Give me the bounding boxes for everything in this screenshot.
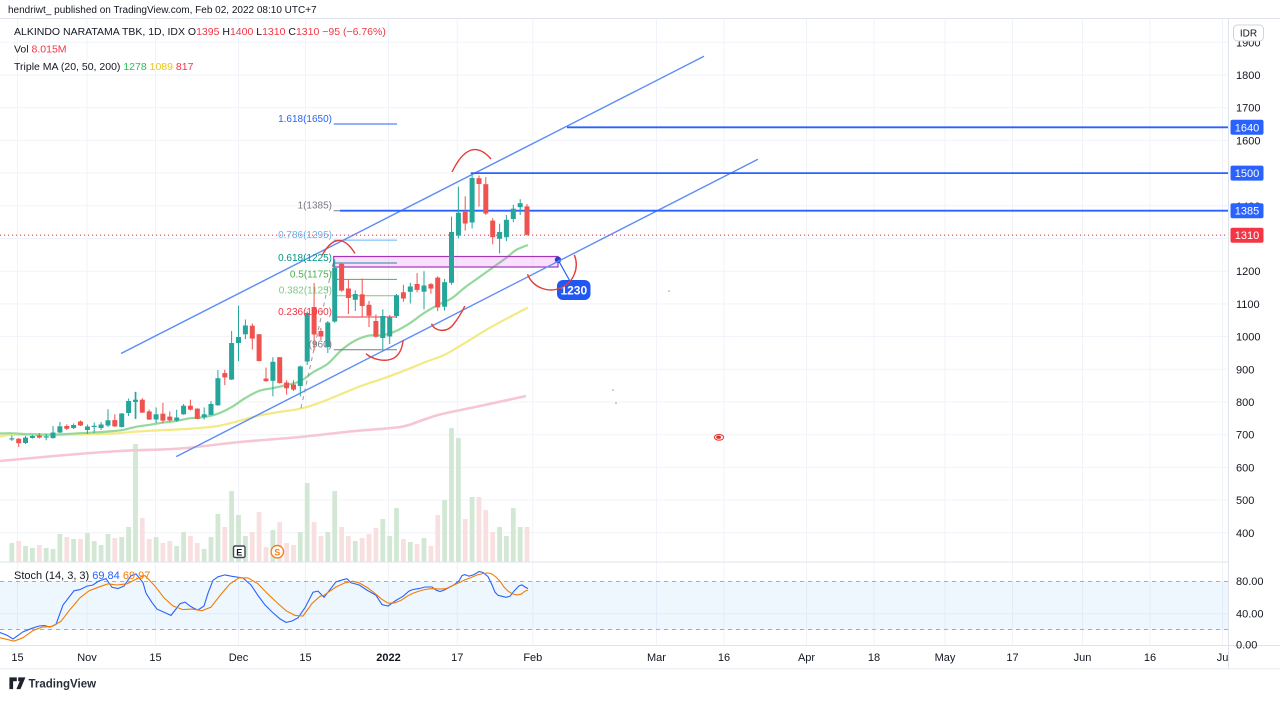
svg-text:1800: 1800 — [1236, 70, 1260, 82]
svg-text:hendriwt_ published on Trading: hendriwt_ published on TradingView.com, … — [8, 5, 317, 16]
svg-text:Mar: Mar — [647, 652, 666, 664]
svg-text:1230: 1230 — [560, 284, 587, 298]
svg-text:0.5(1175): 0.5(1175) — [290, 269, 332, 280]
svg-text:0.00: 0.00 — [1236, 639, 1257, 651]
svg-text:TradingView: TradingView — [29, 679, 97, 691]
svg-text:Dec: Dec — [229, 652, 249, 664]
svg-text:400: 400 — [1236, 528, 1254, 540]
svg-text:ALKINDO NARATAMA TBK, 1D, IDX: ALKINDO NARATAMA TBK, 1D, IDX O1395 H140… — [14, 26, 386, 38]
svg-text:1600: 1600 — [1236, 135, 1260, 147]
svg-text:800: 800 — [1236, 397, 1254, 409]
svg-text:1640: 1640 — [1235, 122, 1259, 134]
svg-text:Vol 8.015M: Vol 8.015M — [14, 44, 67, 56]
svg-text:18: 18 — [868, 652, 880, 664]
svg-text:16: 16 — [1144, 652, 1156, 664]
svg-text:15: 15 — [11, 652, 23, 664]
svg-text:0.382(1125): 0.382(1125) — [279, 286, 332, 297]
svg-text:Nov: Nov — [77, 652, 97, 664]
svg-text:1100: 1100 — [1236, 299, 1260, 311]
svg-text:1310: 1310 — [1235, 230, 1259, 242]
svg-text:1(1385): 1(1385) — [298, 201, 332, 212]
svg-text:80.00: 80.00 — [1236, 576, 1264, 588]
svg-text:1.618(1650): 1.618(1650) — [278, 114, 332, 125]
svg-text:2022: 2022 — [376, 652, 400, 664]
svg-text:IDR: IDR — [1240, 29, 1257, 40]
svg-text:17: 17 — [1006, 652, 1018, 664]
svg-text:E: E — [236, 547, 242, 557]
svg-text:0.786(1295): 0.786(1295) — [278, 230, 332, 241]
svg-text:1700: 1700 — [1236, 103, 1260, 115]
svg-text:Feb: Feb — [523, 652, 542, 664]
svg-text:Triple MA (20, 50, 200) 1278 1: Triple MA (20, 50, 200) 1278 1089 817 — [14, 61, 194, 73]
svg-text:0.236(1060): 0.236(1060) — [278, 307, 332, 318]
svg-text:May: May — [935, 652, 956, 664]
svg-text:40.00: 40.00 — [1236, 609, 1264, 621]
svg-text:(960): (960) — [309, 340, 332, 351]
svg-text:17: 17 — [451, 652, 463, 664]
svg-text:1500: 1500 — [1235, 168, 1259, 180]
svg-text:600: 600 — [1236, 462, 1254, 474]
svg-text:Jun: Jun — [1074, 652, 1092, 664]
svg-text:500: 500 — [1236, 495, 1254, 507]
svg-text:900: 900 — [1236, 364, 1254, 376]
svg-text:Apr: Apr — [798, 652, 815, 664]
svg-text:16: 16 — [718, 652, 730, 664]
svg-text:Ju: Ju — [1217, 652, 1229, 664]
svg-text:1200: 1200 — [1236, 266, 1260, 278]
svg-text:15: 15 — [299, 652, 311, 664]
svg-text:1385: 1385 — [1235, 206, 1259, 218]
svg-text:0.618(1225): 0.618(1225) — [278, 253, 332, 264]
svg-text:Stoch (14, 3, 3) 69.84 69.97: Stoch (14, 3, 3) 69.84 69.97 — [14, 570, 150, 582]
svg-text:15: 15 — [149, 652, 161, 664]
svg-text:S: S — [274, 547, 280, 557]
svg-text:1000: 1000 — [1236, 332, 1260, 344]
svg-text:700: 700 — [1236, 430, 1254, 442]
